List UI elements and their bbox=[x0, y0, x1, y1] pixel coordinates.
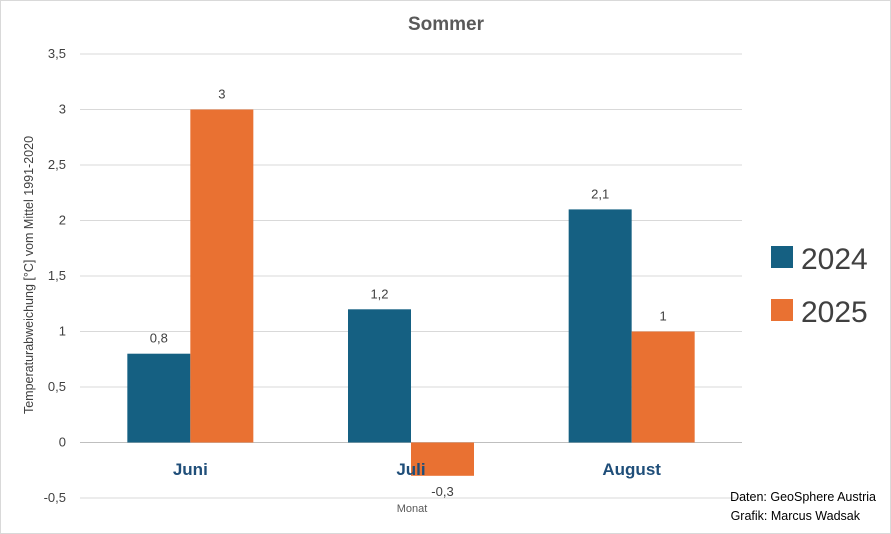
credit-data-source: Daten: GeoSphere Austria bbox=[730, 490, 876, 504]
y-axis-label: Temperaturabweichung [°C] vom Mittel 199… bbox=[22, 136, 36, 414]
legend-swatch bbox=[771, 299, 793, 321]
data-label: -0,3 bbox=[431, 484, 453, 499]
bar-2025-august bbox=[631, 331, 695, 443]
x-axis-categories: Juni Juli August bbox=[173, 460, 661, 479]
legend-label: 2025 bbox=[801, 296, 868, 329]
x-category-label: Juli bbox=[396, 460, 425, 479]
data-label: 2,1 bbox=[591, 186, 609, 201]
legend-label: 2024 bbox=[801, 243, 868, 276]
bar-2024-juli bbox=[348, 309, 411, 443]
y-tick-label: 0,5 bbox=[48, 379, 66, 394]
y-tick-label: 3 bbox=[59, 102, 66, 117]
data-label: 1 bbox=[660, 309, 667, 324]
x-axis-label: Monat bbox=[397, 503, 428, 515]
chart-title: Sommer bbox=[408, 14, 485, 35]
credit-graphic: Grafik: Marcus Wadsak bbox=[730, 509, 860, 523]
x-category-label: August bbox=[602, 460, 661, 479]
y-axis-ticks: -0,5 0 0,5 1 1,5 2 2,5 3 3,5 bbox=[44, 46, 66, 505]
x-category-label: Juni bbox=[173, 460, 208, 479]
y-tick-label: 1,5 bbox=[48, 268, 66, 283]
y-tick-label: 3,5 bbox=[48, 46, 66, 61]
bar-2025-juli bbox=[411, 442, 474, 476]
y-tick-label: 0 bbox=[59, 435, 66, 450]
bar-2024-august bbox=[568, 209, 632, 443]
y-tick-label: 2,5 bbox=[48, 157, 66, 172]
data-labels: 0,8 3 1,2 -0,3 2,1 1 bbox=[150, 87, 667, 499]
data-label: 0,8 bbox=[150, 331, 168, 346]
bar-2025-juni bbox=[190, 109, 254, 443]
data-label: 1,2 bbox=[370, 286, 388, 301]
bar-2024-juni bbox=[127, 353, 191, 443]
data-label: 3 bbox=[218, 87, 225, 102]
legend: 2024 2025 bbox=[771, 243, 868, 329]
bars bbox=[127, 109, 695, 476]
y-tick-label: -0,5 bbox=[44, 490, 66, 505]
legend-swatch bbox=[771, 246, 793, 268]
y-tick-label: 2 bbox=[59, 213, 66, 228]
y-tick-label: 1 bbox=[59, 324, 66, 339]
